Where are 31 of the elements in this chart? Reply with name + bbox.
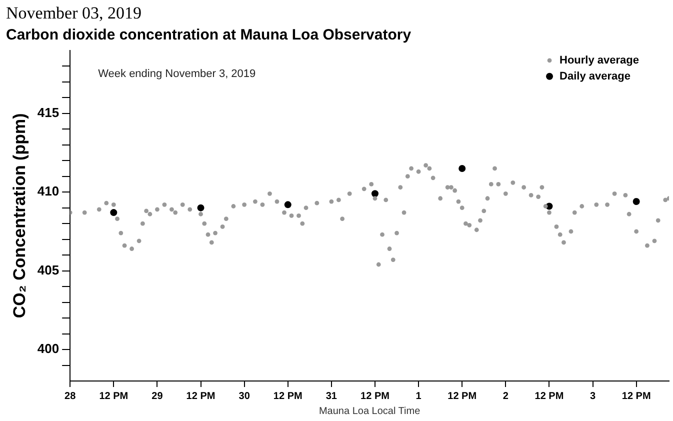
x-tick-label: 1 — [416, 390, 422, 402]
x-tick-label: 12 PM — [448, 390, 477, 402]
x-tick-label: 12 PM — [186, 390, 216, 402]
x-tick-label: 28 — [64, 390, 76, 402]
x-tick-label: 2 — [502, 390, 509, 402]
x-tick-label: 31 — [326, 390, 338, 402]
legend-label: Daily average — [560, 70, 630, 82]
point — [197, 204, 204, 212]
point — [458, 164, 466, 172]
point — [632, 198, 640, 206]
point — [110, 209, 118, 216]
point — [284, 201, 292, 208]
chart-subtitle: November 03, 2019 — [6, 4, 142, 23]
x-tick-label: 12 PM — [360, 390, 390, 402]
y-tick-label: 405 — [37, 262, 60, 278]
x-tick-label: 12 PM — [622, 390, 651, 402]
annotation: Week ending November 3, 2019 — [98, 68, 256, 80]
x-tick-label: 30 — [238, 390, 250, 402]
x-tick-label: 3 — [590, 390, 596, 402]
chart-title: Carbon dioxide concentration at Mauna Loa Observatory — [6, 26, 412, 44]
x-tick-label: 12 PM — [273, 390, 302, 402]
x-tick-label: 12 PM — [99, 390, 128, 402]
x-axis-title: Mauna Loa Local Time — [318, 406, 421, 417]
y-tick-label: 410 — [37, 184, 60, 199]
legend-label: Hourly average — [560, 54, 640, 66]
x-tick-label: 29 — [152, 390, 164, 402]
y-axis-title: CO₂ Concentration (ppm) — [10, 113, 29, 318]
y-tick-label: 415 — [37, 104, 60, 120]
point — [371, 190, 378, 198]
y-tick-label: 400 — [37, 341, 60, 356]
x-tick-label: 12 PM — [534, 390, 564, 402]
